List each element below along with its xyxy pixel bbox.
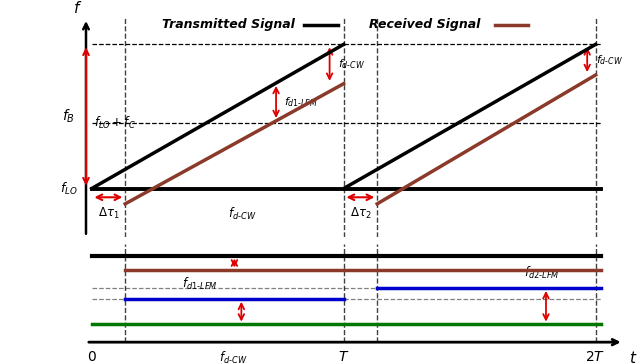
Text: Transmitted Signal: Transmitted Signal bbox=[161, 18, 294, 31]
Text: $\Delta\tau_2$: $\Delta\tau_2$ bbox=[349, 206, 371, 221]
Text: $f_{d2\text{-}LFM}$: $f_{d2\text{-}LFM}$ bbox=[524, 265, 559, 281]
Text: $f_{d\text{-}CW}$: $f_{d\text{-}CW}$ bbox=[219, 350, 248, 364]
Text: $f_B$: $f_B$ bbox=[62, 108, 75, 125]
Text: $f_{d1\text{-}LFM}$: $f_{d1\text{-}LFM}$ bbox=[284, 95, 318, 109]
Text: $T$: $T$ bbox=[338, 350, 349, 364]
Text: $f$: $f$ bbox=[73, 0, 83, 16]
Text: $f_{d\text{-}CW}$: $f_{d\text{-}CW}$ bbox=[596, 53, 623, 67]
Text: $\Delta\tau_1$: $\Delta\tau_1$ bbox=[98, 206, 119, 221]
Text: $2T$: $2T$ bbox=[586, 350, 605, 364]
Text: $t$: $t$ bbox=[629, 350, 637, 364]
Text: $0$: $0$ bbox=[86, 350, 97, 364]
Text: $f_{d\text{-}CW}$: $f_{d\text{-}CW}$ bbox=[228, 206, 257, 222]
Text: $f_{d\text{-}CW}$: $f_{d\text{-}CW}$ bbox=[338, 57, 365, 71]
Text: Received Signal: Received Signal bbox=[369, 18, 480, 31]
Text: $f_{LO}$: $f_{LO}$ bbox=[60, 181, 77, 197]
Text: $f_{d1\text{-}LFM}$: $f_{d1\text{-}LFM}$ bbox=[182, 276, 218, 292]
Text: $f_{LO}+f_C$: $f_{LO}+f_C$ bbox=[95, 115, 136, 131]
